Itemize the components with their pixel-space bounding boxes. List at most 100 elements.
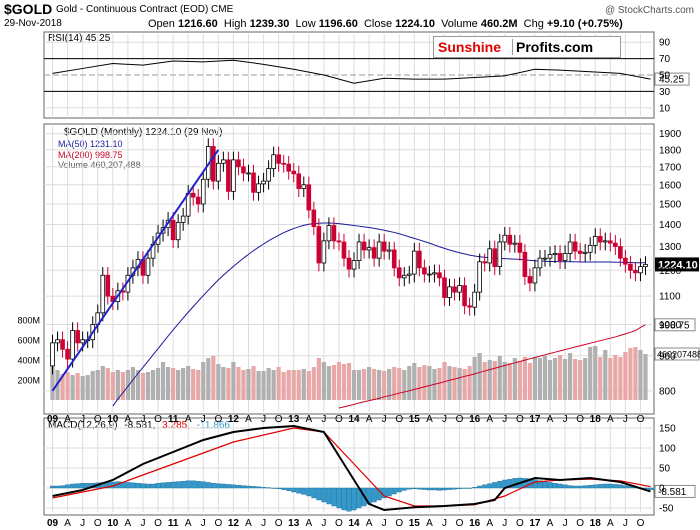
volume-last-value-label: 460207488 [657,350,700,360]
candle-body [406,273,412,276]
price-y-tick-label: 1500 [659,199,682,210]
candle-body [492,248,498,268]
candle-body [432,272,437,275]
volume-bar [382,371,387,400]
candle-body [100,274,106,314]
volume-bar [527,363,533,400]
macd-x-tick-label: J [563,518,568,529]
volume-bar [422,365,427,400]
volume-bar [387,369,392,400]
volume-bar [502,362,507,400]
volume-bar [467,366,472,400]
candle-body [608,240,613,244]
volume-bar [366,367,372,400]
macd-histogram-bar [235,485,241,489]
price-x-tick-label: A [245,414,252,425]
candle-body [271,154,276,169]
price-x-tick-label: A [486,414,493,425]
macd-histogram-bar [215,483,221,489]
volume-bar [216,364,221,400]
candle-body [502,234,508,243]
price-x-tick-label: A [64,414,71,425]
ma200-line [338,324,646,409]
rsi-y-tick-label: 10 [659,103,671,114]
price-x-tick-label: A [305,414,312,425]
candle-body [331,225,337,242]
price-x-tick-label: A [366,414,373,425]
price-x-tick-label: O [456,414,464,425]
macd-x-tick-label: J [261,518,266,529]
volume-bar [341,364,347,400]
volume-bar [140,373,146,400]
volume-bar [271,370,276,400]
volume-bar [236,367,241,400]
macd-histogram-bar [627,486,633,489]
volume-bar [643,354,648,400]
price-x-tick-label: J [502,414,507,425]
price-x-tick-label: J [563,414,568,425]
macd-histogram-bar [286,487,292,491]
volume-bar [221,367,226,400]
macd-histogram-bar [60,485,66,489]
volume-bar [633,347,638,400]
macd-histogram-bar [175,481,181,489]
candle-body [231,159,236,192]
candle-body [311,209,317,228]
macd-histogram-bar [597,484,603,489]
macd-x-tick-label: J [442,518,447,529]
candle-body [60,339,65,350]
candle-body [447,286,452,298]
volume-bar [266,368,271,400]
volume-bar [211,356,216,400]
volume-bar [547,360,553,400]
candle-body [452,286,457,293]
macd-y-tick-label: 100 [659,444,676,455]
candle-body [522,251,528,277]
macd-histogram-bar [371,487,377,503]
volume-bar [392,367,397,400]
ohlc-summary: Open 1216.60 High 1239.30 Low 1196.60 Cl… [148,18,623,30]
candle-body [211,146,216,182]
volume-bar [593,346,598,400]
price-x-tick-label: 18 [590,414,602,425]
macd-histogram-bar [65,484,71,489]
price-x-tick-label: 12 [228,414,240,425]
volume-bar [578,360,583,400]
price-y-tick-label: 800 [659,386,676,397]
candle-body [396,267,402,279]
macd-x-tick-label: O [637,518,645,529]
macd-x-tick-label: O [94,518,102,529]
candle-body [517,242,523,253]
volume-bar [583,358,588,400]
macd-histogram-bar [492,482,498,489]
macd-histogram-bar [442,487,447,491]
candle-body [276,154,281,164]
macd-x-tick-label: 16 [469,518,481,529]
macd-histogram-bar [567,485,573,489]
price-y-tick-label: 1000 [659,320,682,331]
macd-histogram-bar [276,487,282,490]
macd-histogram-bar [170,481,176,489]
price-x-tick-label: O [94,414,102,425]
macd-x-tick-label: 12 [228,518,240,529]
macd-histogram-bar [341,487,347,511]
macd-histogram-bar [321,487,327,503]
price-y-tick-label: 1200 [659,266,682,277]
candle-body [643,264,648,268]
open-value: 1216.60 [177,18,218,30]
rsi-y-tick-label: 70 [659,54,671,65]
volume-y-tick-label: 200M [17,376,40,386]
candle-body [241,166,246,174]
macd-histogram-bar [457,487,463,490]
macd-histogram-bar [522,478,528,489]
macd-histogram-bar [477,485,483,489]
contract-name: Gold - Continuous Contract (EOD) CME [56,4,234,15]
candle-body [482,261,487,264]
chg-value: +9.10 (+0.75%) [546,18,623,30]
close-value: 1224.10 [395,18,435,30]
close-label: Close [363,18,393,30]
uptrend-line [51,149,220,392]
macd-histogram-bar [190,480,196,489]
macd-x-tick-label: J [80,518,85,529]
